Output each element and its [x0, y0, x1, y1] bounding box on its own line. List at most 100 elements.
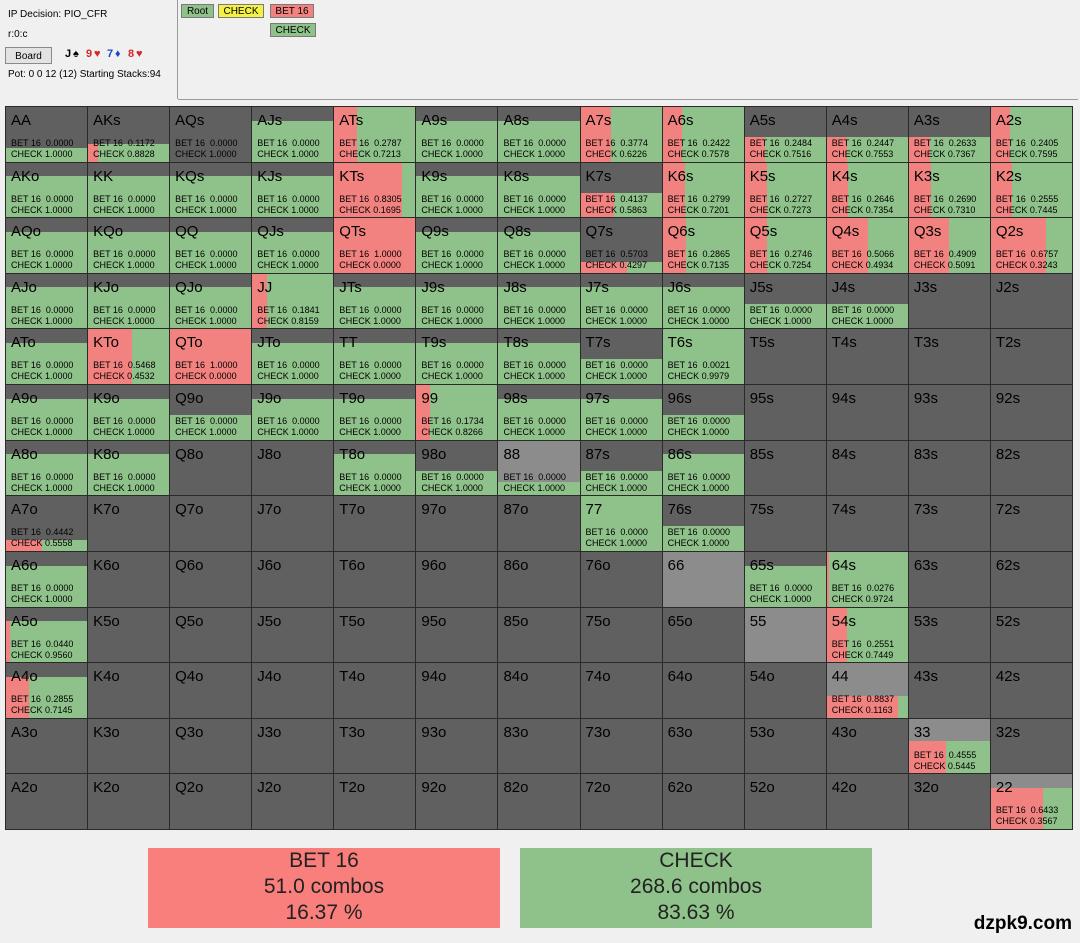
hand-cell-94s[interactable]: 94s	[826, 385, 908, 440]
hand-cell-KQs[interactable]: BET 16 0.0000 CHECK 1.0000 KQs	[170, 162, 252, 218]
hand-cell-AJo[interactable]: BET 16 0.0000 CHECK 1.0000 AJo	[6, 273, 88, 329]
hand-cell-53s[interactable]: 53s	[908, 607, 990, 663]
hand-cell-J5s[interactable]: BET 16 0.0000 CHECK 1.0000 J5s	[744, 273, 826, 329]
hand-cell-J2s[interactable]: J2s	[990, 273, 1072, 329]
hand-cell-A4s[interactable]: BET 16 0.2447 CHECK 0.7553 A4s	[826, 107, 908, 162]
hand-cell-K4o[interactable]: K4o	[88, 663, 170, 718]
hand-cell-AKo[interactable]: BET 16 0.0000 CHECK 1.0000 AKo	[6, 162, 88, 218]
hand-cell-54s[interactable]: BET 16 0.2551 CHECK 0.7449 54s	[826, 607, 908, 663]
hand-cell-T2s[interactable]: T2s	[990, 329, 1072, 385]
hand-cell-T3s[interactable]: T3s	[908, 329, 990, 385]
hand-cell-98s[interactable]: BET 16 0.0000 CHECK 1.0000 98s	[498, 385, 580, 440]
hand-cell-QQ[interactable]: BET 16 0.0000 CHECK 1.0000 QQ	[170, 218, 252, 273]
hand-cell-98o[interactable]: BET 16 0.0000 CHECK 1.0000 98o	[416, 440, 498, 496]
hand-cell-K4s[interactable]: BET 16 0.2646 CHECK 0.7354 K4s	[826, 162, 908, 218]
hand-cell-32o[interactable]: 32o	[908, 774, 990, 829]
hand-cell-Q3s[interactable]: BET 16 0.4909 CHECK 0.5091 Q3s	[908, 218, 990, 273]
hand-cell-33[interactable]: BET 16 0.4555 CHECK 0.5445 33	[908, 718, 990, 774]
hand-cell-A3s[interactable]: BET 16 0.2633 CHECK 0.7367 A3s	[908, 107, 990, 162]
hand-cell-K5o[interactable]: K5o	[88, 607, 170, 663]
hand-cell-A7o[interactable]: BET 16 0.4442 CHECK 0.5558 A7o	[6, 496, 88, 551]
hand-cell-Q4s[interactable]: BET 16 0.5066 CHECK 0.4934 Q4s	[826, 218, 908, 273]
hand-cell-76o[interactable]: 76o	[580, 551, 662, 607]
hand-cell-62s[interactable]: 62s	[990, 551, 1072, 607]
hand-cell-Q7s[interactable]: BET 16 0.5703 CHECK 0.4297 Q7s	[580, 218, 662, 273]
hand-cell-AA[interactable]: BET 16 0.0000 CHECK 1.0000 AA	[6, 107, 88, 162]
hand-cell-K7o[interactable]: K7o	[88, 496, 170, 551]
hand-cell-T4o[interactable]: T4o	[334, 663, 416, 718]
hand-cell-J2o[interactable]: J2o	[252, 774, 334, 829]
hand-cell-A9s[interactable]: BET 16 0.0000 CHECK 1.0000 A9s	[416, 107, 498, 162]
hand-cell-K9o[interactable]: BET 16 0.0000 CHECK 1.0000 K9o	[88, 385, 170, 440]
hand-cell-87o[interactable]: 87o	[498, 496, 580, 551]
hand-cell-74o[interactable]: 74o	[580, 663, 662, 718]
hand-cell-K3o[interactable]: K3o	[88, 718, 170, 774]
hand-cell-A8o[interactable]: BET 16 0.0000 CHECK 1.0000 A8o	[6, 440, 88, 496]
hand-cell-96o[interactable]: 96o	[416, 551, 498, 607]
hand-cell-J4o[interactable]: J4o	[252, 663, 334, 718]
hand-cell-Q5s[interactable]: BET 16 0.2746 CHECK 0.7254 Q5s	[744, 218, 826, 273]
hand-cell-J7s[interactable]: BET 16 0.0000 CHECK 1.0000 J7s	[580, 273, 662, 329]
hand-cell-J8s[interactable]: BET 16 0.0000 CHECK 1.0000 J8s	[498, 273, 580, 329]
hand-cell-A7s[interactable]: BET 16 0.3774 CHECK 0.6226 A7s	[580, 107, 662, 162]
hand-cell-Q9o[interactable]: BET 16 0.0000 CHECK 1.0000 Q9o	[170, 385, 252, 440]
hand-cell-K3s[interactable]: BET 16 0.2690 CHECK 0.7310 K3s	[908, 162, 990, 218]
hand-cell-KJs[interactable]: BET 16 0.0000 CHECK 1.0000 KJs	[252, 162, 334, 218]
hand-cell-J6s[interactable]: BET 16 0.0000 CHECK 1.0000 J6s	[662, 273, 744, 329]
hand-cell-62o[interactable]: 62o	[662, 774, 744, 829]
hand-cell-J3s[interactable]: J3s	[908, 273, 990, 329]
hand-cell-A9o[interactable]: BET 16 0.0000 CHECK 1.0000 A9o	[6, 385, 88, 440]
hand-cell-42s[interactable]: 42s	[990, 663, 1072, 718]
hand-cell-44[interactable]: BET 16 0.8837 CHECK 0.1163 44	[826, 663, 908, 718]
hand-cell-J3o[interactable]: J3o	[252, 718, 334, 774]
hand-cell-65o[interactable]: 65o	[662, 607, 744, 663]
hand-cell-92s[interactable]: 92s	[990, 385, 1072, 440]
hand-cell-J7o[interactable]: J7o	[252, 496, 334, 551]
hand-cell-K6o[interactable]: K6o	[88, 551, 170, 607]
hand-cell-A5s[interactable]: BET 16 0.2484 CHECK 0.7516 A5s	[744, 107, 826, 162]
hand-cell-65s[interactable]: BET 16 0.0000 CHECK 1.0000 65s	[744, 551, 826, 607]
hand-cell-72s[interactable]: 72s	[990, 496, 1072, 551]
hand-cell-63s[interactable]: 63s	[908, 551, 990, 607]
hand-cell-85o[interactable]: 85o	[498, 607, 580, 663]
hand-cell-53o[interactable]: 53o	[744, 718, 826, 774]
hand-cell-Q9s[interactable]: BET 16 0.0000 CHECK 1.0000 Q9s	[416, 218, 498, 273]
board-button[interactable]: Board	[5, 47, 52, 64]
hand-cell-KJo[interactable]: BET 16 0.0000 CHECK 1.0000 KJo	[88, 273, 170, 329]
hand-cell-97o[interactable]: 97o	[416, 496, 498, 551]
hand-cell-AQs[interactable]: BET 16 0.0000 CHECK 1.0000 AQs	[170, 107, 252, 162]
hand-cell-AQo[interactable]: BET 16 0.0000 CHECK 1.0000 AQo	[6, 218, 88, 273]
hand-cell-A2o[interactable]: A2o	[6, 774, 88, 829]
hand-cell-52s[interactable]: 52s	[990, 607, 1072, 663]
hand-cell-Q2s[interactable]: BET 16 0.6757 CHECK 0.3243 Q2s	[990, 218, 1072, 273]
hand-cell-AKs[interactable]: BET 16 0.1172 CHECK 0.8828 AKs	[88, 107, 170, 162]
hand-cell-T7s[interactable]: BET 16 0.0000 CHECK 1.0000 T7s	[580, 329, 662, 385]
tree-node-bet-16[interactable]: BET 16	[270, 4, 314, 18]
hand-cell-K7s[interactable]: BET 16 0.4137 CHECK 0.5863 K7s	[580, 162, 662, 218]
hand-cell-A6s[interactable]: BET 16 0.2422 CHECK 0.7578 A6s	[662, 107, 744, 162]
hand-cell-T3o[interactable]: T3o	[334, 718, 416, 774]
hand-cell-J4s[interactable]: BET 16 0.0000 CHECK 1.0000 J4s	[826, 273, 908, 329]
hand-cell-92o[interactable]: 92o	[416, 774, 498, 829]
hand-cell-A8s[interactable]: BET 16 0.0000 CHECK 1.0000 A8s	[498, 107, 580, 162]
hand-cell-22[interactable]: BET 16 0.6433 CHECK 0.3567 22	[990, 774, 1072, 829]
tree-node-check[interactable]: CHECK	[270, 23, 316, 37]
hand-cell-T5o[interactable]: T5o	[334, 607, 416, 663]
hand-cell-A4o[interactable]: BET 16 0.2855 CHECK 0.7145 A4o	[6, 663, 88, 718]
hand-cell-95o[interactable]: 95o	[416, 607, 498, 663]
hand-cell-K6s[interactable]: BET 16 0.2799 CHECK 0.7201 K6s	[662, 162, 744, 218]
hand-cell-JTo[interactable]: BET 16 0.0000 CHECK 1.0000 JTo	[252, 329, 334, 385]
hand-cell-55[interactable]: 55	[744, 607, 826, 663]
hand-cell-T9o[interactable]: BET 16 0.0000 CHECK 1.0000 T9o	[334, 385, 416, 440]
hand-cell-43s[interactable]: 43s	[908, 663, 990, 718]
hand-cell-K5s[interactable]: BET 16 0.2727 CHECK 0.7273 K5s	[744, 162, 826, 218]
hand-cell-52o[interactable]: 52o	[744, 774, 826, 829]
hand-cell-QTo[interactable]: BET 16 1.0000 CHECK 0.0000 QTo	[170, 329, 252, 385]
hand-cell-ATs[interactable]: BET 16 0.2787 CHECK 0.7213 ATs	[334, 107, 416, 162]
hand-cell-43o[interactable]: 43o	[826, 718, 908, 774]
hand-cell-T2o[interactable]: T2o	[334, 774, 416, 829]
hand-cell-96s[interactable]: BET 16 0.0000 CHECK 1.0000 96s	[662, 385, 744, 440]
hand-cell-J9o[interactable]: BET 16 0.0000 CHECK 1.0000 J9o	[252, 385, 334, 440]
hand-cell-A3o[interactable]: A3o	[6, 718, 88, 774]
hand-cell-72o[interactable]: 72o	[580, 774, 662, 829]
